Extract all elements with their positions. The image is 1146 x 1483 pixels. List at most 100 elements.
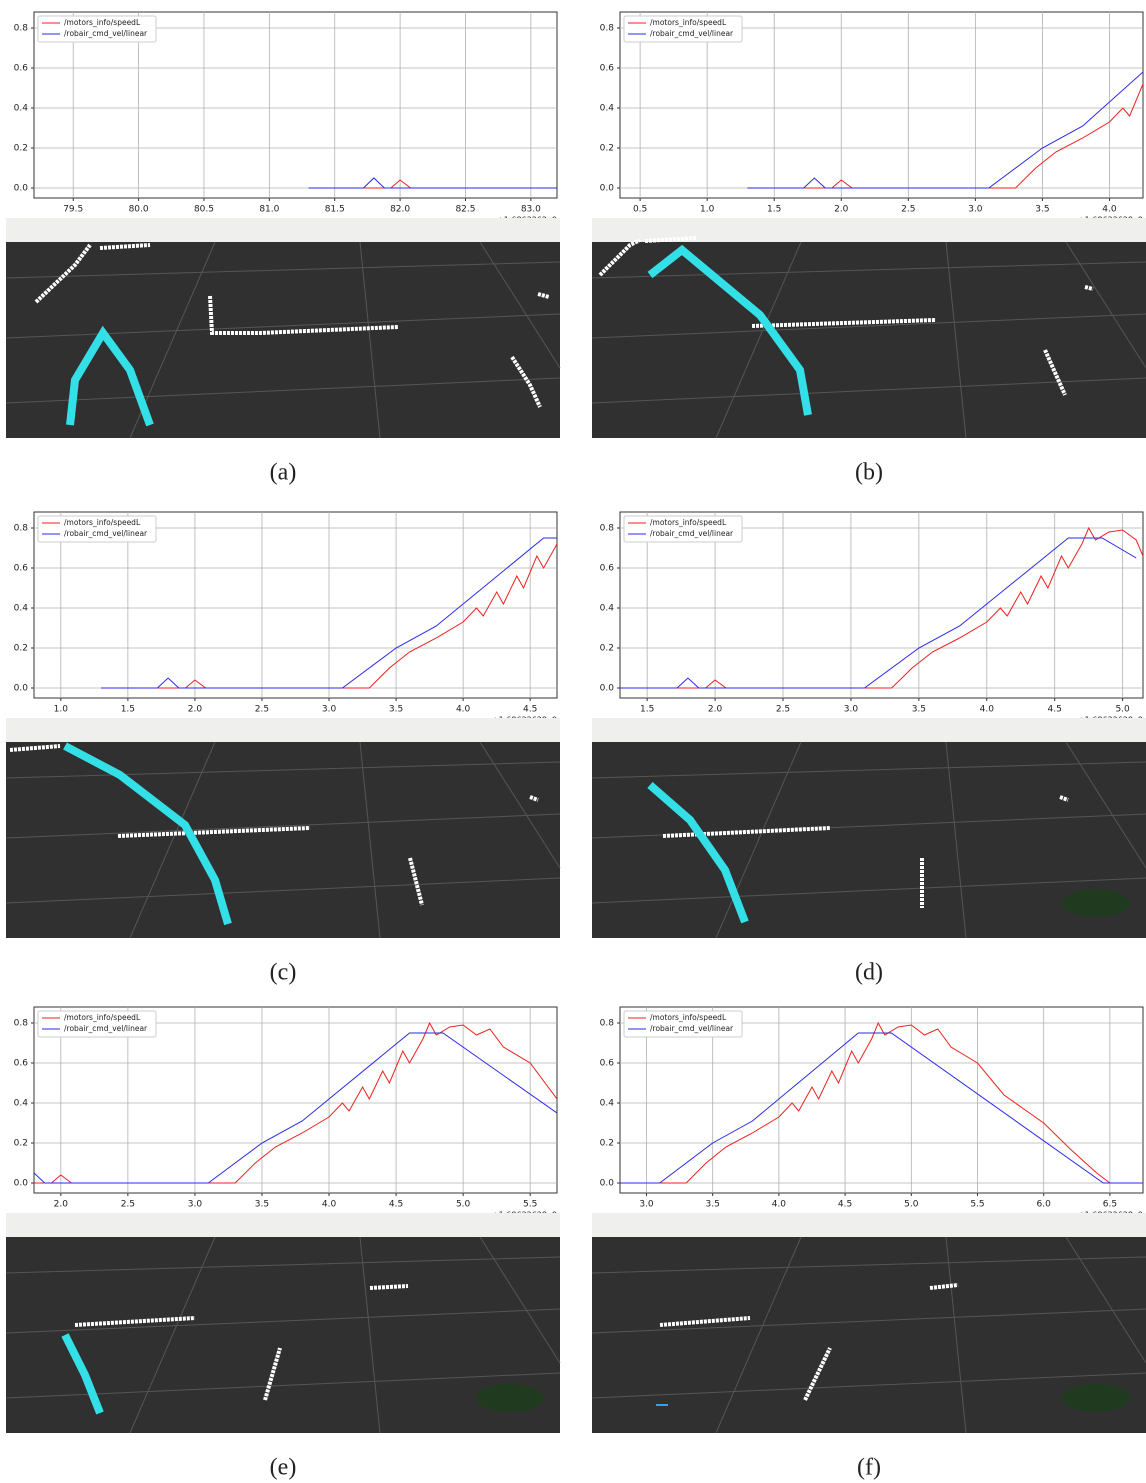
y-tick-label: 0.8 — [14, 1019, 29, 1029]
y-tick-label: 0.4 — [600, 604, 615, 614]
rviz-grid — [5, 1256, 561, 1274]
x-tick-label: 3.5 — [1035, 205, 1049, 215]
legend-label: /motors_info/speedL — [64, 518, 141, 527]
legend-box — [37, 15, 157, 43]
laser-scan — [117, 826, 311, 838]
legend-label: /robair_cmd_vel/linear — [650, 29, 734, 38]
x-tick-label: 2.5 — [121, 1200, 135, 1210]
chart-panel: 0.00.20.40.60.82.02.53.03.54.04.55.05.5+… — [5, 1006, 561, 1481]
laser-scan — [510, 355, 542, 408]
rviz-grid — [479, 741, 561, 869]
y-tick-label: 0.2 — [600, 144, 614, 154]
x-tick-label: 5.0 — [456, 1200, 471, 1210]
y-tick-label: 0.8 — [600, 24, 615, 34]
x-tick-label: 4.5 — [389, 1200, 403, 1210]
y-tick-label: 0.0 — [600, 1179, 615, 1189]
series-line — [101, 543, 557, 689]
rviz-grid — [591, 313, 1146, 339]
y-tick-label: 0.4 — [600, 1099, 615, 1109]
laser-scan — [1084, 285, 1094, 291]
y-tick-label: 0.2 — [14, 644, 28, 654]
x-tick-label: 2.0 — [834, 205, 849, 215]
rviz-grid — [1065, 1236, 1146, 1364]
x-tick-label: 4.0 — [456, 705, 471, 715]
legend-label: /motors_info/speedL — [650, 1013, 727, 1022]
legend-box — [623, 515, 743, 543]
x-tick-label: 1.5 — [767, 205, 781, 215]
x-tick-label: 1.0 — [700, 205, 715, 215]
x-tick-label: 6.0 — [1037, 1200, 1052, 1210]
rviz-grid — [715, 1236, 802, 1434]
planned-path — [647, 244, 812, 416]
rviz-view — [6, 742, 560, 938]
y-tick-label: 0.6 — [14, 1059, 29, 1069]
rviz-grid — [591, 261, 1146, 279]
y-tick-label: 0.2 — [600, 644, 614, 654]
x-tick-label: 5.5 — [970, 1200, 984, 1210]
series-line — [308, 177, 557, 189]
y-tick-label: 0.8 — [14, 524, 29, 534]
laser-scan — [74, 1316, 196, 1327]
toolbar-strip — [6, 718, 560, 742]
rviz-grid — [715, 241, 802, 439]
x-tick-label: 2.5 — [901, 205, 915, 215]
legend-label: /motors_info/speedL — [64, 18, 141, 27]
rviz-grid — [5, 761, 561, 779]
rviz-view — [592, 242, 1146, 438]
x-tick-label: 1.5 — [121, 705, 135, 715]
goal-marker — [476, 1384, 544, 1412]
x-tick-label: 2.5 — [776, 705, 790, 715]
rviz-grid — [1065, 241, 1146, 369]
x-tick-label: 80.5 — [194, 205, 214, 215]
chart-panel: 0.00.20.40.60.81.01.52.02.53.03.54.04.5+… — [5, 511, 561, 986]
legend-label: /motors_info/speedL — [650, 518, 727, 527]
rviz-grid — [1065, 741, 1146, 869]
rviz-grid — [359, 241, 381, 439]
y-tick-label: 0.2 — [600, 1139, 614, 1149]
x-tick-label: 82.0 — [390, 205, 410, 215]
y-tick-label: 0.6 — [600, 564, 615, 574]
x-tick-label: 2.0 — [54, 1200, 69, 1210]
legend-box — [623, 15, 743, 43]
toolbar-strip — [592, 218, 1146, 242]
caption: (e) — [270, 1455, 297, 1481]
laser-scan — [644, 236, 697, 243]
caption: (f) — [857, 1455, 881, 1481]
rviz-view — [6, 1237, 560, 1433]
y-tick-label: 0.0 — [14, 684, 29, 694]
y-tick-label: 0.4 — [14, 1099, 29, 1109]
rviz-view — [6, 242, 560, 438]
rviz-grid — [129, 741, 216, 939]
legend-label: /motors_info/speedL — [650, 18, 727, 27]
laser-scan — [803, 1347, 832, 1401]
x-tick-label: 3.5 — [389, 705, 403, 715]
x-tick-label: 5.5 — [523, 1200, 537, 1210]
rviz-grid — [359, 741, 381, 939]
x-tick-label: 80.0 — [129, 205, 149, 215]
rviz-grid — [5, 877, 561, 904]
rviz-grid — [945, 241, 967, 439]
rviz-grid — [5, 1372, 561, 1399]
legend-box — [37, 515, 157, 543]
series-line — [620, 1032, 1143, 1184]
rviz-grid — [359, 1236, 381, 1434]
x-tick-label: 1.5 — [640, 705, 654, 715]
x-tick-label: 4.0 — [772, 1200, 787, 1210]
x-tick-label: 1.0 — [54, 705, 69, 715]
laser-scan — [99, 243, 151, 250]
laser-scan — [34, 243, 92, 304]
y-tick-label: 0.0 — [600, 184, 615, 194]
plot-area — [33, 1006, 558, 1194]
rviz-grid — [591, 877, 1146, 904]
laser-scan — [751, 318, 937, 328]
toolbar-strip — [592, 1213, 1146, 1237]
rviz-grid — [591, 761, 1146, 779]
laser-scan — [263, 1347, 282, 1401]
laser-scan — [929, 1283, 959, 1290]
x-tick-label: 3.5 — [255, 1200, 269, 1210]
rviz-grid — [5, 1308, 561, 1334]
x-tick-label: 4.0 — [322, 1200, 337, 1210]
rviz-grid — [945, 741, 967, 939]
legend-label: /robair_cmd_vel/linear — [64, 529, 148, 538]
goal-marker — [1062, 889, 1130, 917]
